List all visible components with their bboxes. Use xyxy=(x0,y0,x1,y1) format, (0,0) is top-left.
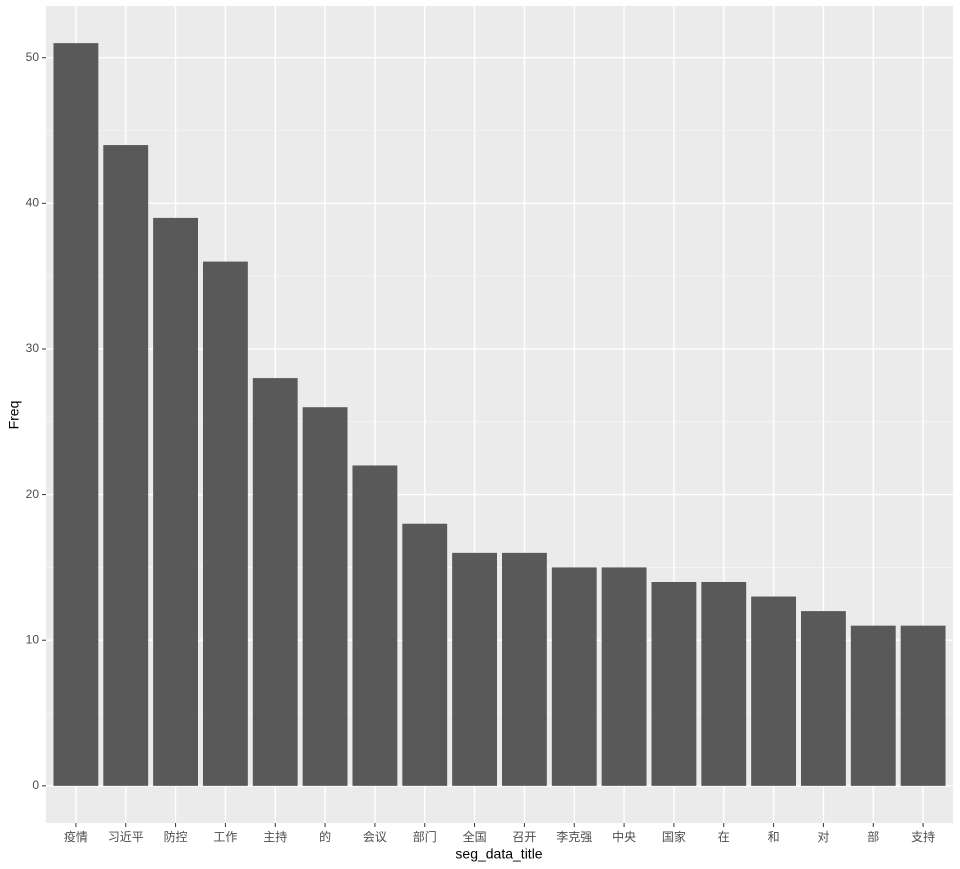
bar xyxy=(153,217,198,786)
x-tick-label: 和 xyxy=(768,830,780,844)
bar xyxy=(202,261,248,786)
bar xyxy=(53,43,99,786)
x-tick-label: 工作 xyxy=(213,830,237,844)
bar xyxy=(900,625,946,786)
bar xyxy=(501,552,547,786)
x-tick-label: 部 xyxy=(867,829,879,844)
x-tick-label: 李克强 xyxy=(556,829,592,844)
x-tick-label: 习近平 xyxy=(108,830,144,844)
y-tick-label: 30 xyxy=(26,341,40,355)
x-tick-label: 全国 xyxy=(463,829,487,844)
y-tick-label: 40 xyxy=(26,196,40,210)
bar xyxy=(551,567,597,786)
y-tick-label: 20 xyxy=(26,487,40,501)
x-tick-label: 支持 xyxy=(911,829,935,844)
y-tick-label: 10 xyxy=(26,632,40,646)
bar xyxy=(801,611,846,786)
bar xyxy=(452,552,498,786)
x-tick-label: 疫情 xyxy=(64,829,88,844)
bar xyxy=(601,567,647,786)
x-tick-label: 召开 xyxy=(512,830,536,844)
bar xyxy=(103,145,149,786)
bar xyxy=(751,596,797,786)
y-tick-label: 50 xyxy=(26,50,40,64)
bar xyxy=(651,581,697,786)
x-tick-label: 在 xyxy=(718,830,730,844)
bar xyxy=(701,581,747,786)
y-tick-label: 0 xyxy=(32,778,39,792)
bar xyxy=(402,523,448,786)
bar xyxy=(302,407,348,786)
x-tick-label: 主持 xyxy=(263,829,287,844)
bar xyxy=(850,625,896,786)
y-axis-title: Freq xyxy=(6,401,22,430)
bar xyxy=(352,465,398,786)
x-axis-title: seg_data_title xyxy=(455,846,542,862)
bar xyxy=(252,378,298,786)
x-tick-label: 会议 xyxy=(363,830,387,844)
x-tick-label: 防控 xyxy=(164,829,188,844)
x-tick-label: 国家 xyxy=(662,829,686,844)
x-tick-label: 对 xyxy=(817,830,829,844)
x-tick-label: 中央 xyxy=(612,829,636,844)
x-tick-label: 部门 xyxy=(413,829,437,844)
x-tick-label: 的 xyxy=(319,829,331,844)
